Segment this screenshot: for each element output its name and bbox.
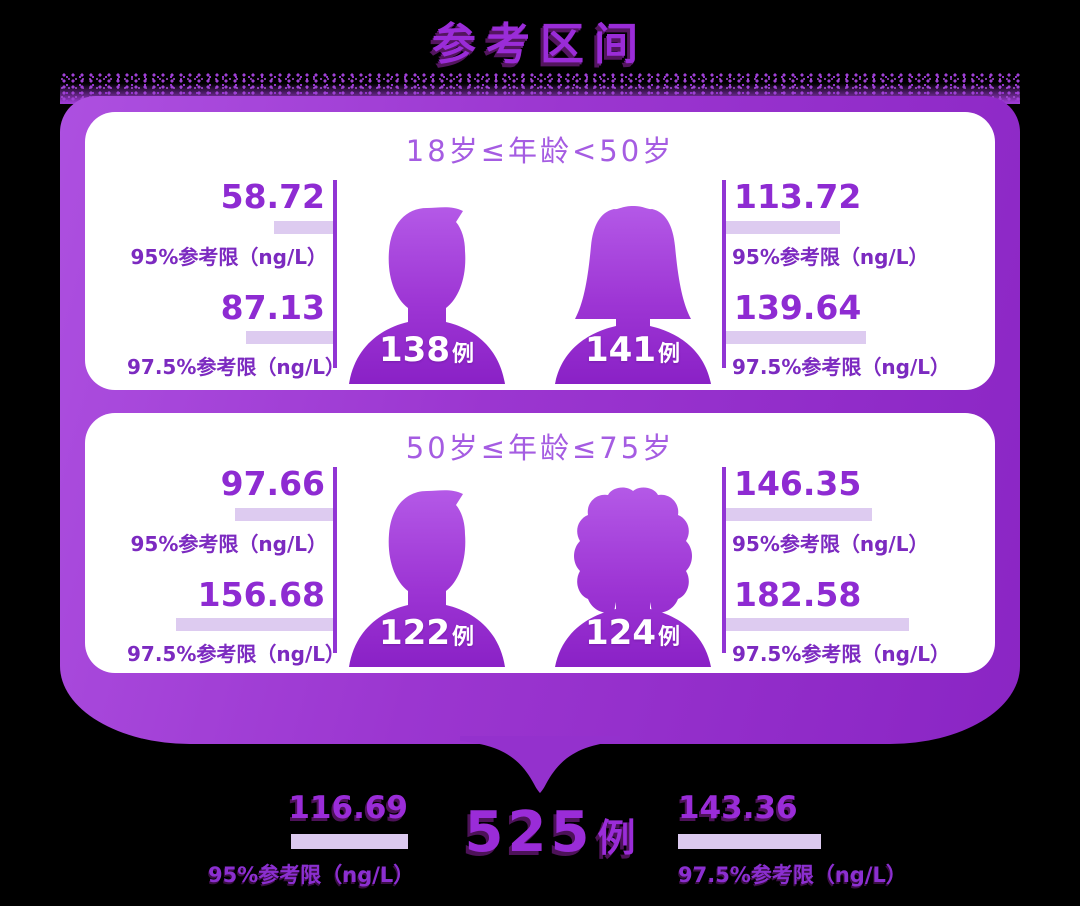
case-count: 122例 bbox=[379, 613, 474, 653]
stat-value: 156.68 bbox=[197, 574, 325, 614]
stat-label: 95%参考限（ng/L） bbox=[732, 244, 929, 269]
case-count: 124例 bbox=[585, 613, 680, 653]
total-p95-value: 116.69 bbox=[288, 790, 408, 826]
stat-bar bbox=[176, 618, 333, 632]
stat-value: 139.64 bbox=[734, 287, 862, 327]
stat-value: 87.13 bbox=[220, 287, 325, 327]
stat-label: 97.5%参考限（ng/L） bbox=[732, 642, 950, 667]
stat-label: 97.5%参考限（ng/L） bbox=[732, 355, 950, 380]
age-group-panel-2: 50岁≤年龄≤75岁 97.66 95%参考限（ng/L） 156.68 97.… bbox=[85, 413, 995, 673]
stat-label: 95%参考限（ng/L） bbox=[130, 244, 327, 269]
total-p95-bar bbox=[291, 833, 408, 849]
male-silhouette-icon bbox=[348, 490, 505, 667]
stat-value: 97.66 bbox=[220, 464, 325, 503]
stat-label: 97.5%参考限（ng/L） bbox=[127, 642, 345, 667]
stat-bar bbox=[726, 618, 909, 632]
male-stats-column: 58.72 95%参考限（ng/L） 87.13 97.5%参考限（ng/L） bbox=[121, 177, 345, 379]
total-case-count: 525 例 bbox=[464, 800, 636, 865]
panel-header: 18岁≤年龄<50岁 bbox=[405, 134, 675, 168]
figures-row: 122例 124例 bbox=[341, 473, 718, 667]
stat-bar bbox=[726, 507, 872, 521]
age-group-panel-1: 18岁≤年龄<50岁 58.72 95%参考限（ng/L） 87.13 97.5… bbox=[85, 112, 995, 390]
female-figure: 124例 bbox=[548, 481, 718, 667]
total-p975-value: 143.36 bbox=[678, 790, 798, 826]
figures-row: 138例 141例 bbox=[341, 172, 718, 384]
total-p975-block: 143.36 97.5%参考限（ng/L） bbox=[678, 792, 908, 889]
page-title: 参考区间 bbox=[432, 19, 648, 70]
case-count: 141例 bbox=[585, 330, 680, 370]
stat-bar bbox=[274, 220, 333, 234]
stat-value: 182.58 bbox=[734, 574, 862, 614]
stat-p975: 156.68 97.5%参考限（ng/L） bbox=[121, 574, 345, 668]
bubble-container: 18岁≤年龄<50岁 58.72 95%参考限（ng/L） 87.13 97.5… bbox=[60, 96, 1020, 744]
female-stats-column: 113.72 95%参考限（ng/L） 139.64 97.5%参考限（ng/L… bbox=[722, 177, 950, 379]
bubble-tail bbox=[460, 736, 620, 793]
stat-value: 146.35 bbox=[734, 464, 862, 503]
total-p95-block: 116.69 95%参考限（ng/L） bbox=[208, 790, 415, 889]
stat-p975: 87.13 97.5%参考限（ng/L） bbox=[121, 287, 345, 381]
female-figure: 141例 bbox=[548, 198, 718, 384]
male-stats-column: 97.66 95%参考限（ng/L） 156.68 97.5%参考限（ng/L） bbox=[121, 464, 345, 666]
panel-header: 50岁≤年龄≤75岁 bbox=[405, 431, 675, 465]
female-silhouette-icon bbox=[554, 206, 711, 384]
stat-bar bbox=[726, 331, 866, 345]
male-figure: 138例 bbox=[342, 198, 512, 384]
stat-value: 113.72 bbox=[734, 177, 862, 216]
stat-label: 95%参考限（ng/L） bbox=[732, 531, 929, 556]
total-p975-bar bbox=[678, 833, 821, 849]
stat-label: 97.5%参考限（ng/L） bbox=[127, 355, 345, 380]
stat-p95: 58.72 95%参考限（ng/L） bbox=[121, 177, 333, 270]
female-silhouette-icon bbox=[554, 487, 711, 667]
stat-bar bbox=[235, 507, 333, 521]
stat-value: 58.72 bbox=[220, 177, 325, 216]
stat-p975: 139.64 97.5%参考限（ng/L） bbox=[726, 287, 950, 381]
male-silhouette-icon bbox=[348, 207, 505, 384]
case-count: 138例 bbox=[379, 330, 474, 370]
stat-p975: 182.58 97.5%参考限（ng/L） bbox=[726, 574, 950, 668]
stat-p95: 113.72 95%参考限（ng/L） bbox=[726, 177, 938, 270]
stat-p95: 97.66 95%参考限（ng/L） bbox=[121, 464, 333, 557]
stat-p95: 146.35 95%参考限（ng/L） bbox=[726, 464, 938, 557]
male-figure: 122例 bbox=[342, 481, 512, 667]
stat-bar bbox=[246, 331, 333, 345]
total-p95-label: 95%参考限（ng/L） bbox=[208, 862, 415, 887]
female-stats-column: 146.35 95%参考限（ng/L） 182.58 97.5%参考限（ng/L… bbox=[722, 464, 950, 666]
stat-bar bbox=[726, 220, 840, 234]
stat-label: 95%参考限（ng/L） bbox=[130, 531, 327, 556]
total-p975-label: 97.5%参考限（ng/L） bbox=[678, 862, 907, 887]
